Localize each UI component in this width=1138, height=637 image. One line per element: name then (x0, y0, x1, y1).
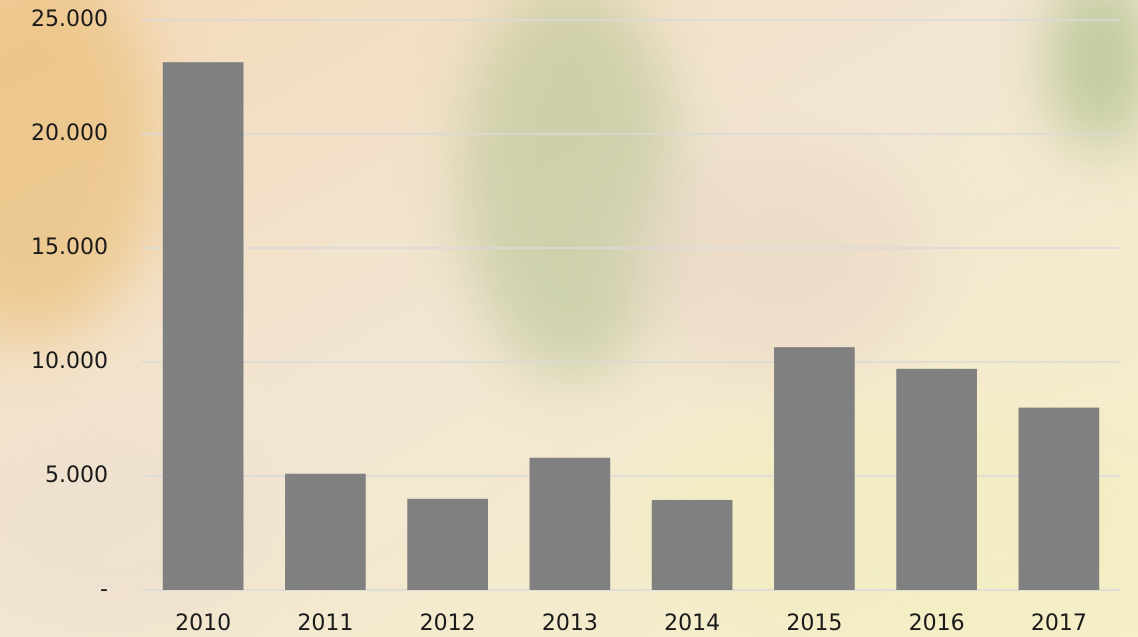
bar (163, 62, 244, 590)
x-tick-label: 2011 (297, 611, 353, 636)
y-tick-label: - (100, 577, 108, 602)
y-tick-label: 5.000 (45, 463, 108, 488)
y-tick-label: 25.000 (31, 7, 108, 32)
x-tick-label: 2014 (664, 611, 720, 636)
y-tick-label: 10.000 (31, 349, 108, 374)
page: - 5.000 10.000 15.000 20.000 25.000 2010 2011 20… (0, 0, 1138, 637)
x-tick-label: 2016 (909, 611, 965, 636)
bar (530, 458, 611, 590)
y-tick-label: 20.000 (31, 121, 108, 146)
x-tick-label: 2015 (786, 611, 842, 636)
x-tick-label: 2012 (420, 611, 476, 636)
chart: - 5.000 10.000 15.000 20.000 25.000 2010 2011 20… (0, 0, 1138, 637)
x-tick-label: 2013 (542, 611, 598, 636)
x-tick-label: 2017 (1031, 611, 1087, 636)
bar (652, 500, 733, 590)
bar (774, 347, 855, 590)
bar (285, 474, 366, 590)
x-tick-label: 2010 (175, 611, 231, 636)
bar (896, 369, 977, 590)
bar (1019, 408, 1100, 590)
bar (407, 499, 488, 590)
y-tick-label: 15.000 (31, 235, 108, 260)
